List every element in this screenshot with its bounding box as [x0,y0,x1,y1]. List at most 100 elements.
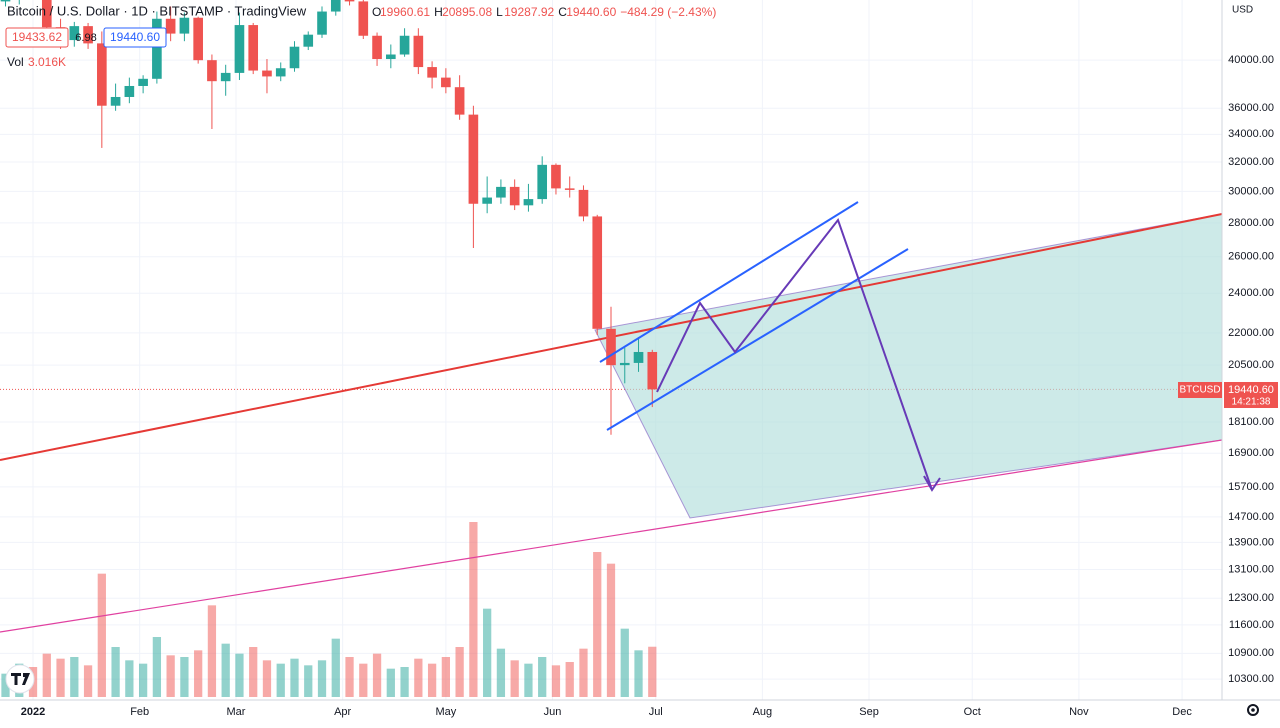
candle-body [441,77,451,88]
y-tick-label: 30000.00 [1228,185,1274,197]
bid-box[interactable] [5,27,69,48]
volume-bar [207,605,217,697]
settings-icon[interactable] [1247,704,1259,716]
volume-bar [152,637,162,697]
symbol: BTCUSD [1179,385,1220,396]
candle-body [330,0,341,12]
ask-box[interactable] [103,27,167,48]
volume-bar [111,647,120,697]
volume-bar [70,657,79,697]
volume-label: Vol [7,55,24,69]
candle-body [248,25,259,71]
x-tick-label: Mar [227,706,246,718]
change: −484.29 (−2.43%) [620,5,716,19]
logo[interactable] [5,664,35,694]
candle-body [592,216,603,329]
x-tick-label: Dec [1172,706,1192,718]
ohlc-key: H [434,5,443,19]
candle-body [619,362,630,366]
volume-bar [441,657,450,697]
volume-bar [180,657,189,697]
countdown: 14:21:38 [1232,397,1271,408]
price-axis [1222,0,1280,728]
volume-bar [276,663,285,697]
volume-bar [455,647,464,697]
projection-path [656,217,933,491]
volume-bar [304,665,313,697]
ohlc-key: C [558,5,567,19]
volume-bar [235,653,244,697]
volume-bar [42,653,51,697]
volume-bar [427,663,437,697]
y-tick-label: 16900.00 [1228,447,1274,459]
volume-bar [414,658,423,697]
y-tick-label: 28000.00 [1228,217,1274,229]
candle-body [454,87,465,115]
candle-body [138,78,148,86]
volume-bar [593,552,602,697]
volume-bar [262,660,272,697]
currency[interactable]: USD [1232,5,1253,16]
volume-bar [83,665,93,697]
y-tick-label: 12300.00 [1228,592,1274,604]
candle-body [275,68,286,77]
x-tick-label: Jul [649,706,663,718]
volume-bar [496,648,506,697]
volume-bar [249,647,258,697]
y-tick-label: 20500.00 [1228,359,1274,371]
x-tick-label: Oct [964,706,981,718]
volume-bar [620,628,629,697]
volume-bar [648,646,657,697]
last-price: 19440.60 [1228,384,1274,396]
candle-body [564,188,575,190]
candle-body [578,189,589,217]
candle-body [372,35,382,60]
ohlc-key: L [496,5,503,19]
volume-bar [400,667,409,697]
spread: 6.98 [75,32,96,44]
axes: 40000.00 36000.00 34000.00 32000.00 30000.00… [21,54,1274,718]
ohlc-value: 19960.61 [380,5,430,19]
y-tick-label: 40000.00 [1228,54,1274,66]
volume-bar [166,655,175,697]
candle-body [496,186,506,198]
candles [0,0,658,435]
volume-bar [372,653,382,697]
volume-bar [221,643,230,697]
volume-bar [359,663,368,697]
volume-bar [345,657,354,697]
candle-body [633,351,644,363]
y-tick-label: 14700.00 [1228,511,1274,523]
volume-bar [606,563,616,697]
arrow-head [923,475,941,492]
x-tick-label: Jun [544,706,562,718]
volume-bar [1,673,10,697]
candle-body [69,26,80,41]
candle-body [152,18,162,79]
y-tick-label: 13100.00 [1228,563,1274,575]
volume-value: 3.016K [28,55,66,69]
volume-bar [551,665,561,697]
candle-body [0,0,11,2]
candle-body [386,54,396,60]
bid-price: 19433.62 [12,30,62,44]
candle-body [262,70,272,77]
volume-bar [138,663,148,697]
y-tick-label: 26000.00 [1228,251,1274,263]
volume-bar [125,660,134,697]
candle-body [193,17,203,61]
volume-bar [317,660,327,697]
candle-body [124,85,135,97]
candle-body [399,35,410,55]
y-tick-label: 34000.00 [1228,128,1274,140]
x-tick-label: May [435,706,456,718]
volume-bar [97,573,106,697]
volume-bar [510,660,519,697]
candle-body [606,328,616,366]
candle-body [207,60,217,82]
candle-body [303,34,314,47]
ohlc-value: 19440.60 [566,5,616,19]
